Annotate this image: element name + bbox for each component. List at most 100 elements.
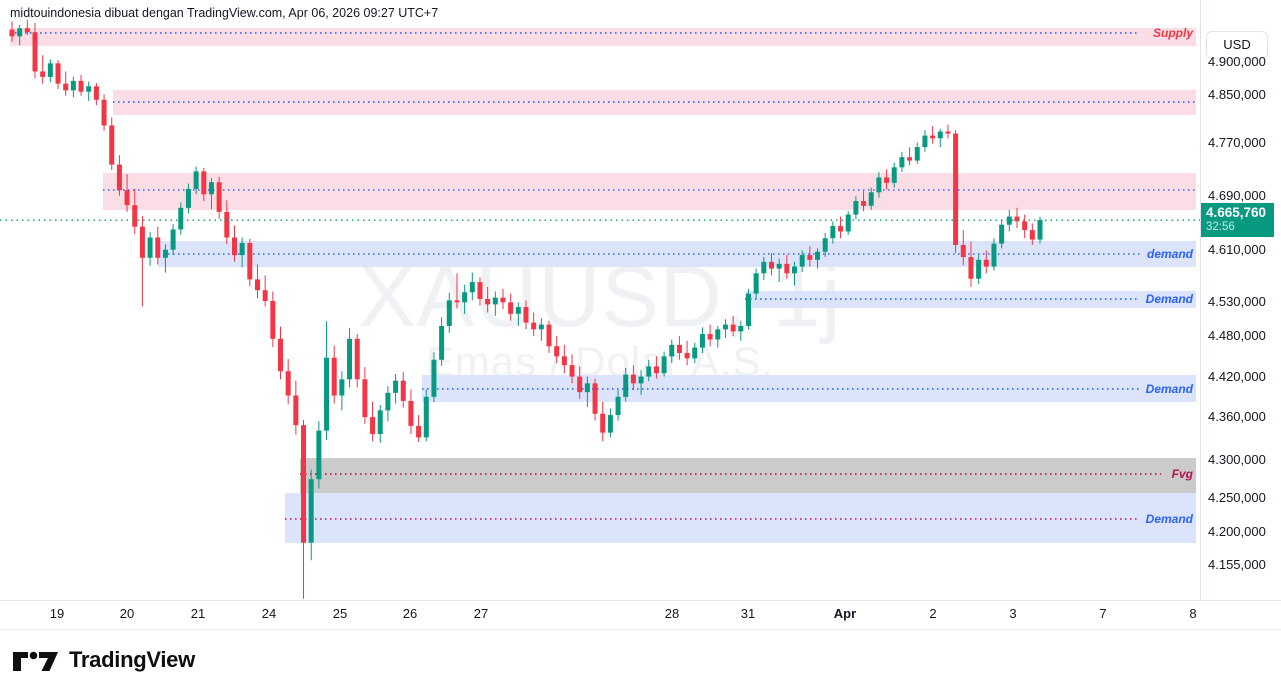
time-axis-label: 24 bbox=[261, 606, 277, 621]
zone-demand[interactable] bbox=[285, 493, 1196, 544]
candle-body bbox=[185, 188, 191, 208]
zone-fvg[interactable] bbox=[300, 458, 1196, 494]
candle-body bbox=[584, 383, 590, 393]
candle-body bbox=[109, 125, 115, 165]
candlestick-chart[interactable]: Supply demand Demand Demand Fvg Demand bbox=[0, 0, 1200, 632]
candle-body bbox=[278, 338, 284, 372]
price-axis-label: 4.420,000 bbox=[1208, 369, 1266, 384]
candle-body bbox=[155, 237, 161, 258]
candle-body bbox=[807, 255, 813, 260]
price-axis-label: 4.900,000 bbox=[1208, 54, 1266, 69]
candle-body bbox=[17, 28, 23, 37]
candle-body bbox=[239, 242, 245, 256]
zone-supply[interactable] bbox=[103, 172, 1196, 210]
chart-canvas[interactable]: XAUUSD, 1j Emas / Dolar A.S. Supply deman… bbox=[0, 0, 1200, 632]
candle-body bbox=[991, 243, 997, 267]
last-price-badge[interactable]: 4.665,760 32:56 bbox=[1201, 203, 1274, 238]
tradingview-logo[interactable]: TradingView bbox=[12, 642, 195, 678]
candle-body bbox=[715, 329, 721, 340]
candle-body bbox=[32, 32, 38, 72]
candle-body bbox=[845, 214, 851, 232]
candle-body bbox=[324, 357, 330, 431]
price-axis-label: 4.480,000 bbox=[1208, 328, 1266, 343]
candle-body bbox=[86, 86, 92, 92]
candle-body bbox=[730, 324, 736, 332]
candle-body bbox=[508, 302, 514, 314]
candle-body bbox=[830, 226, 836, 239]
candle-body bbox=[822, 238, 828, 252]
time-axis-label: 20 bbox=[119, 606, 135, 621]
time-axis-label: 7 bbox=[1099, 606, 1107, 621]
candle-body bbox=[1014, 216, 1020, 222]
candle-body bbox=[162, 249, 168, 258]
candle-body bbox=[224, 211, 230, 238]
price-axis-label: 4.770,000 bbox=[1208, 135, 1266, 150]
candle-body bbox=[838, 226, 844, 232]
candle-body bbox=[922, 135, 928, 148]
attribution-text: midtouindonesia dibuat dengan TradingVie… bbox=[10, 6, 439, 20]
candle-body bbox=[431, 359, 437, 397]
candle-body bbox=[101, 99, 107, 126]
candle-body bbox=[247, 242, 253, 280]
candle-body bbox=[945, 131, 951, 134]
candle-body bbox=[861, 201, 867, 206]
candle-body bbox=[216, 182, 222, 212]
candle-body bbox=[416, 425, 422, 438]
candle-body bbox=[792, 266, 798, 274]
price-axis-label: 4.300,000 bbox=[1208, 452, 1266, 467]
candle-body bbox=[454, 300, 460, 303]
candle-body bbox=[630, 374, 636, 384]
time-axis-label: 25 bbox=[332, 606, 348, 621]
candle-body bbox=[124, 190, 130, 206]
time-axis[interactable]: 19 20 21 24 25 26 27 28 31 Apr 2 3 7 8 bbox=[0, 600, 1281, 630]
candle-body bbox=[254, 279, 260, 291]
time-axis-label: 19 bbox=[49, 606, 65, 621]
candle-body bbox=[354, 338, 360, 380]
candle-body bbox=[1037, 219, 1043, 240]
currency-toggle-button[interactable]: USD bbox=[1206, 31, 1268, 59]
candle-body bbox=[907, 157, 913, 161]
time-axis-label: 26 bbox=[402, 606, 418, 621]
candle-body bbox=[446, 300, 452, 326]
candle-body bbox=[40, 71, 46, 77]
candle-body bbox=[147, 237, 153, 258]
candle-body bbox=[469, 282, 475, 293]
candle-body bbox=[976, 259, 982, 279]
time-axis-label: 27 bbox=[473, 606, 489, 621]
candle-body bbox=[983, 259, 989, 267]
candle-body bbox=[930, 135, 936, 139]
candle-body bbox=[914, 147, 920, 161]
candle-body bbox=[423, 396, 429, 438]
time-axis-label: 28 bbox=[664, 606, 680, 621]
candle-body bbox=[377, 410, 383, 434]
candle-body bbox=[753, 273, 759, 294]
zone-supply[interactable] bbox=[10, 27, 1196, 46]
candle-body bbox=[661, 356, 667, 374]
candle-body bbox=[745, 293, 751, 326]
candle-body bbox=[1006, 216, 1012, 225]
candle-body bbox=[968, 257, 974, 279]
bar-countdown: 32:56 bbox=[1206, 221, 1235, 234]
candle-body bbox=[937, 131, 943, 139]
candle-body bbox=[876, 177, 882, 193]
candle-body bbox=[738, 325, 744, 332]
candle-body bbox=[201, 171, 207, 195]
price-axis-label: 4.690,000 bbox=[1208, 188, 1266, 203]
candle-body bbox=[308, 479, 314, 543]
candle-body bbox=[9, 29, 15, 37]
last-price-value: 4.665,760 bbox=[1206, 205, 1267, 221]
price-axis[interactable]: USD 4.665,760 32:56 4.900,000 4.850,000 4.… bbox=[1200, 0, 1281, 600]
candle-body bbox=[370, 417, 376, 434]
candle-body bbox=[316, 430, 322, 480]
candle-body bbox=[692, 347, 698, 359]
candle-body bbox=[301, 425, 307, 543]
zone-label: Supply bbox=[1153, 26, 1194, 40]
candle-body bbox=[193, 171, 199, 189]
candle-body bbox=[500, 297, 506, 303]
candle-body bbox=[684, 352, 690, 359]
candle-body bbox=[492, 297, 498, 305]
price-axis-label: 4.850,000 bbox=[1208, 87, 1266, 102]
zone-label: demand bbox=[1147, 247, 1194, 261]
candle-body bbox=[676, 344, 682, 353]
time-axis-label: 3 bbox=[1009, 606, 1017, 621]
